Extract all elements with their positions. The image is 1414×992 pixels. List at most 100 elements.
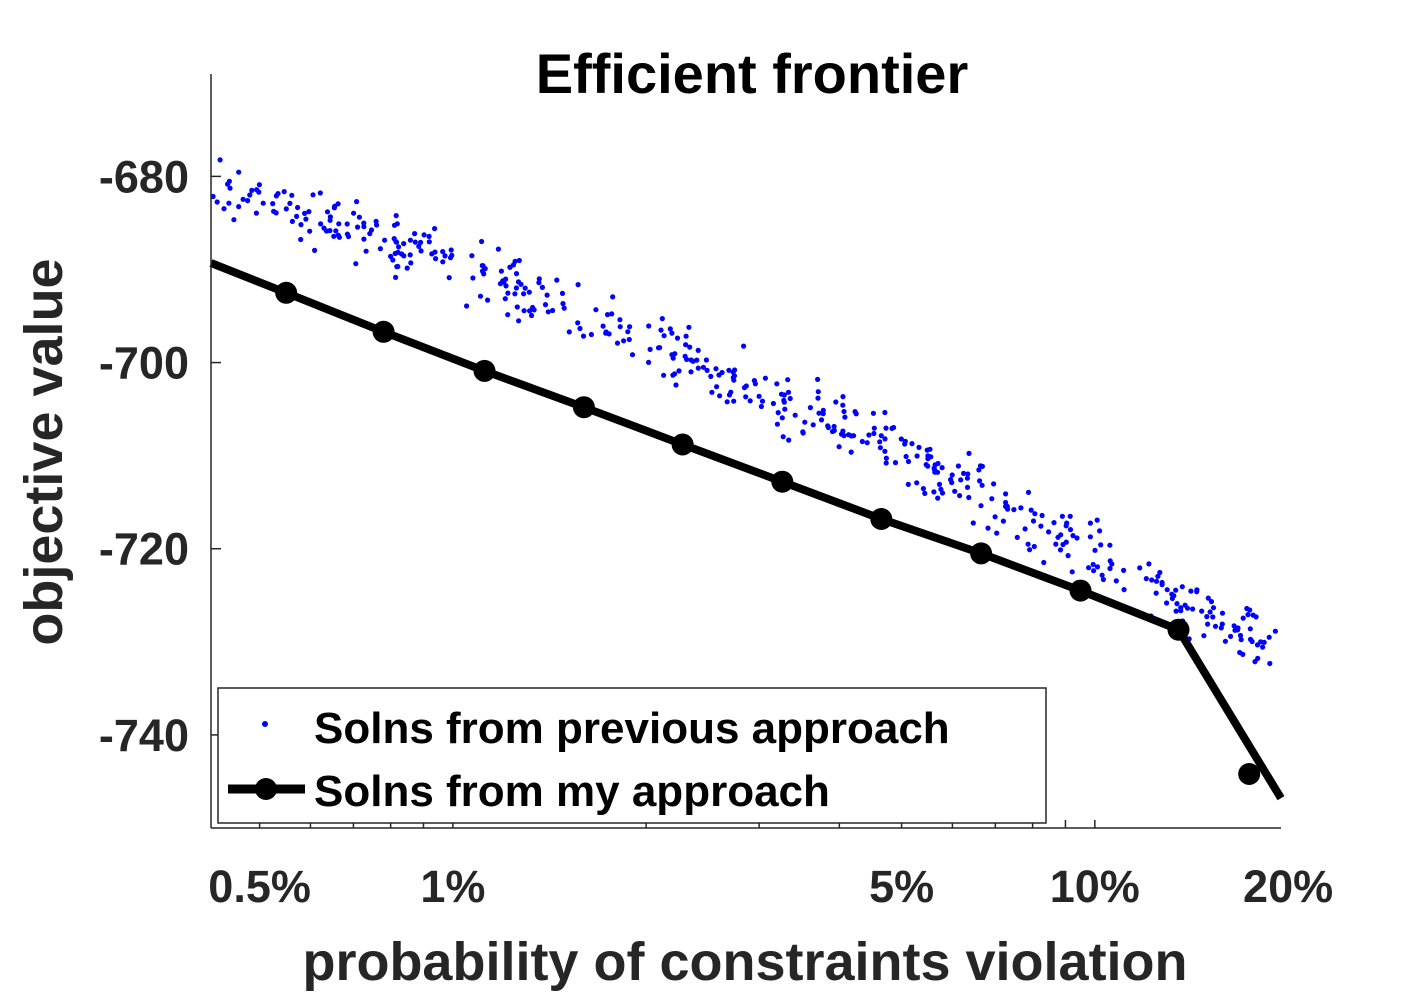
- data-point-previous: [470, 275, 476, 281]
- data-point-previous: [743, 394, 749, 400]
- data-point-previous: [477, 293, 484, 299]
- data-point-previous: [815, 389, 821, 395]
- data-point-previous: [253, 210, 259, 216]
- data-point-previous: [575, 320, 581, 326]
- data-point-previous: [1025, 541, 1031, 547]
- data-point-previous: [936, 481, 943, 487]
- data-point-previous: [989, 496, 995, 502]
- data-point-previous: [495, 246, 501, 252]
- data-point-previous: [948, 477, 954, 483]
- data-point-previous: [600, 323, 606, 329]
- data-point-previous: [914, 480, 920, 486]
- data-point-previous: [1030, 518, 1037, 524]
- data-point-previous: [407, 237, 413, 243]
- data-point-previous: [1261, 639, 1267, 645]
- data-point-previous: [1146, 561, 1152, 567]
- data-point-previous: [1000, 518, 1007, 524]
- data-point-previous: [916, 444, 922, 450]
- data-point-previous: [939, 465, 945, 471]
- data-point-previous: [1159, 579, 1165, 586]
- data-point-previous: [298, 236, 304, 243]
- data-point-previous: [214, 199, 220, 205]
- data-point-previous: [958, 477, 964, 483]
- data-point-previous: [1031, 543, 1037, 550]
- data-point-previous: [287, 200, 293, 206]
- data-point-mine: [771, 470, 794, 493]
- data-point-previous: [780, 434, 786, 440]
- data-point-previous: [440, 259, 446, 265]
- data-point-previous: [394, 221, 400, 227]
- data-point-previous: [604, 312, 611, 318]
- data-point-previous: [531, 307, 537, 313]
- data-point-previous: [741, 343, 747, 349]
- data-point-mine: [372, 320, 395, 343]
- data-point-previous: [670, 355, 676, 361]
- data-point-previous: [1231, 623, 1237, 629]
- legend-label-previous: Solns from previous approach: [314, 704, 950, 753]
- data-point-previous: [426, 233, 432, 239]
- data-point-previous: [317, 190, 323, 196]
- data-point-previous: [289, 218, 295, 224]
- data-point-previous: [1254, 642, 1261, 648]
- data-point-previous: [554, 277, 560, 283]
- data-point-previous: [1027, 547, 1033, 553]
- data-point-previous: [909, 441, 915, 447]
- data-point-previous: [1032, 511, 1038, 517]
- data-point-previous: [217, 157, 223, 163]
- data-point-previous: [361, 236, 367, 242]
- data-point-previous: [626, 336, 632, 343]
- data-point-previous: [730, 375, 736, 381]
- data-point-previous: [247, 192, 253, 198]
- data-point-previous: [1087, 520, 1093, 526]
- data-point-previous: [306, 209, 312, 215]
- chart-title: Efficient frontier: [536, 42, 968, 105]
- data-point-previous: [713, 366, 719, 372]
- data-point-previous: [1070, 533, 1076, 539]
- data-point-previous: [226, 178, 232, 184]
- series-mine-line: [209, 259, 1285, 801]
- data-point-previous: [1109, 561, 1115, 567]
- data-point-previous: [979, 482, 985, 488]
- data-point-previous: [815, 376, 821, 382]
- data-point-previous: [1098, 542, 1104, 548]
- data-point-previous: [1205, 595, 1211, 601]
- data-point-previous: [485, 297, 491, 303]
- data-point-previous: [1107, 565, 1113, 572]
- legend-label-mine: Solns from my approach: [314, 767, 830, 816]
- plot-area: [209, 157, 1285, 801]
- data-point-previous: [792, 412, 798, 418]
- data-point-previous: [221, 206, 227, 212]
- data-point-previous: [323, 228, 330, 234]
- data-point-previous: [646, 359, 652, 365]
- data-point-previous: [627, 324, 633, 330]
- data-point-previous: [336, 221, 342, 227]
- data-point-previous: [842, 414, 848, 420]
- data-point-previous: [614, 340, 621, 346]
- y-axis-label: objective value: [14, 258, 74, 645]
- data-point-previous: [539, 284, 546, 290]
- data-point-previous: [1247, 636, 1254, 643]
- data-point-previous: [1067, 527, 1074, 533]
- data-point-previous: [961, 470, 967, 476]
- data-point-previous: [871, 430, 877, 437]
- data-point-previous: [1237, 649, 1243, 656]
- data-point-previous: [1057, 547, 1064, 553]
- data-point-previous: [758, 403, 765, 410]
- data-point-previous: [922, 490, 928, 496]
- data-point-previous: [318, 221, 324, 227]
- data-point-previous: [703, 357, 710, 363]
- data-point-previous: [985, 525, 991, 531]
- data-point-previous: [447, 255, 454, 261]
- data-point-previous: [883, 460, 889, 466]
- data-point-previous: [353, 261, 359, 267]
- data-point-previous: [1194, 587, 1200, 593]
- data-point-previous: [957, 493, 963, 499]
- data-point-previous: [714, 384, 720, 390]
- series-previous-dots: [210, 157, 1278, 667]
- data-point-previous: [647, 346, 653, 352]
- data-point-previous: [396, 244, 402, 250]
- data-point-previous: [1178, 608, 1184, 614]
- data-point-previous: [588, 331, 595, 338]
- y-tick-label: -740: [99, 710, 189, 761]
